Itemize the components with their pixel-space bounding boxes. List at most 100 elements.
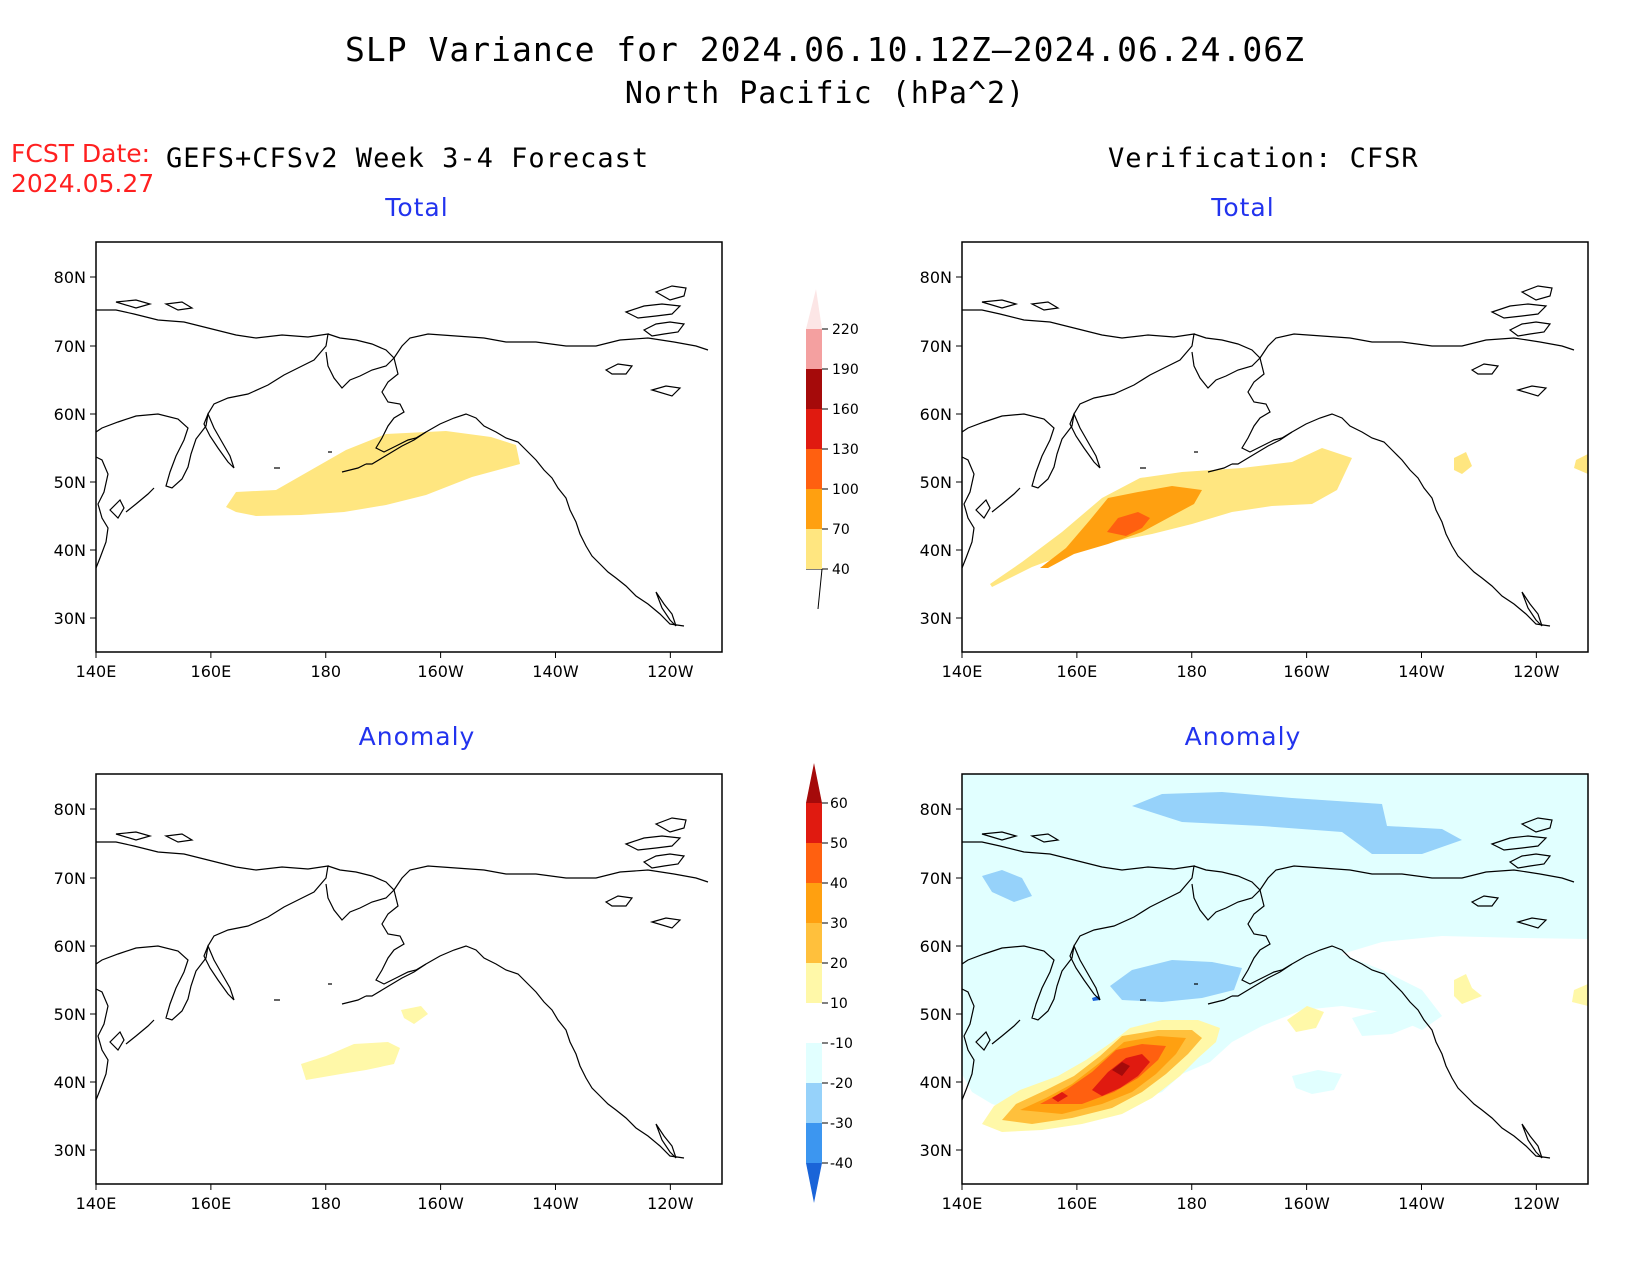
colorbar-bin — [806, 923, 822, 963]
contour-region — [1110, 960, 1242, 1002]
lat-label: 50N — [920, 1005, 952, 1024]
lon-label: 160W — [417, 1194, 464, 1213]
lon-label: 180 — [310, 1194, 341, 1213]
contour-region — [990, 448, 1352, 587]
verification-total-panel: 80N 70N 60N 50N 40N 30N 140E 160E 180 160W 140W 120… — [920, 241, 1589, 681]
forecast-date-label: FCST Date: — [11, 139, 151, 168]
lat-label: 30N — [54, 1141, 86, 1160]
verification-anomaly-title: Anomaly — [1184, 722, 1302, 751]
plot-frame — [961, 773, 1589, 1185]
lon-label: 160W — [1283, 1194, 1330, 1213]
figure-title: SLP Variance for 2024.06.10.12Z–2024.06.… — [345, 30, 1305, 69]
lon-label: 140W — [532, 1194, 579, 1213]
colorbar-bin — [806, 369, 822, 409]
contour-region — [1572, 984, 1588, 1006]
colorbar-bin — [806, 409, 822, 449]
colorbar-bin — [806, 1083, 822, 1123]
colorbar-label: 220 — [832, 322, 859, 338]
lon-label: 160E — [1057, 1194, 1098, 1213]
lon-label: 160E — [191, 662, 232, 681]
forecast-total-panel: 80N 70N 60N 50N 40N 30N 140E 160E 180 160W 140W 120… — [54, 241, 723, 681]
lon-label: 120W — [647, 662, 694, 681]
contour-region — [1454, 974, 1482, 1004]
contour-region — [1107, 512, 1150, 536]
lon-label: 160E — [1057, 662, 1098, 681]
colorbar-label: -20 — [830, 1076, 853, 1092]
lon-label: 120W — [647, 1194, 694, 1213]
lat-label: 40N — [920, 1073, 952, 1092]
lat-label: 60N — [54, 405, 86, 424]
lon-label: 160W — [417, 662, 464, 681]
lat-label: 50N — [54, 1005, 86, 1024]
verification-total-title: Total — [1211, 193, 1275, 222]
lat-label: 50N — [920, 473, 952, 492]
colorbar-bin — [806, 489, 822, 529]
contour-region — [226, 431, 520, 516]
plot-frame — [95, 773, 723, 1185]
lat-label: 40N — [54, 1073, 86, 1092]
colorbar-bin — [806, 1123, 822, 1163]
lon-label: 140E — [76, 662, 117, 681]
total-colorbar: 40 70 100 130 160 190 220 — [806, 289, 859, 610]
colorbar-label: 10 — [830, 996, 848, 1012]
colorbar-bin — [806, 883, 822, 923]
lat-label: 80N — [54, 800, 86, 819]
lon-label: 180 — [1176, 662, 1207, 681]
colorbar-bin — [806, 1043, 822, 1083]
colorbar-label: 70 — [832, 522, 850, 538]
lon-label: 160E — [191, 1194, 232, 1213]
contour-region — [962, 1066, 1402, 1184]
lon-label: 140E — [942, 662, 983, 681]
forecast-anomaly-title: Anomaly — [358, 722, 476, 751]
lat-label: 30N — [54, 609, 86, 628]
lon-label: 180 — [1176, 1194, 1207, 1213]
contour-region — [1132, 792, 1462, 854]
lon-label: 160W — [1283, 662, 1330, 681]
colorbar-bin — [806, 803, 822, 843]
lon-label: 140W — [1398, 1194, 1445, 1213]
colorbar-label: 190 — [832, 362, 859, 378]
forecast-column-heading: GEFS+CFSv2 Week 3-4 Forecast — [166, 143, 650, 174]
colorbar-label: -40 — [830, 1156, 853, 1172]
plot-frame — [961, 241, 1589, 653]
colorbar-bin — [806, 449, 822, 489]
lat-label: 70N — [920, 869, 952, 888]
verification-column-heading: Verification: CFSR — [1108, 143, 1419, 174]
forecast-date-value: 2024.05.27 — [11, 169, 155, 198]
colorbar-label: 100 — [832, 482, 859, 498]
colorbar-label: 60 — [830, 796, 848, 812]
lat-label: 80N — [920, 800, 952, 819]
contour-region — [1287, 1006, 1324, 1032]
colorbar-label: -10 — [830, 1036, 853, 1052]
colorbar-label: 40 — [832, 562, 850, 578]
colorbar-bin — [806, 329, 822, 369]
contour-region — [1112, 1062, 1130, 1076]
lon-label: 120W — [1513, 662, 1560, 681]
verification-anomaly-panel: 80N 70N 60N 50N 40N 30N 140E 160E 180 160W 140W 120… — [920, 773, 1589, 1213]
lat-label: 60N — [920, 937, 952, 956]
colorbar-label: 40 — [830, 876, 848, 892]
lon-label: 140W — [1398, 662, 1445, 681]
lon-label: 120W — [1513, 1194, 1560, 1213]
contour-region — [1352, 1010, 1417, 1036]
plot-frame — [95, 241, 723, 653]
contour-region — [982, 870, 1032, 902]
forecast-date-block: FCST Date: 2024.05.27 — [11, 139, 154, 199]
lat-label: 30N — [920, 609, 952, 628]
colorbar-bin — [806, 1003, 822, 1043]
forecast-anomaly-panel: 80N 70N 60N 50N 40N 30N 140E 160E 180 160W 140W 120… — [54, 773, 723, 1213]
lat-label: 60N — [54, 937, 86, 956]
figure-subtitle: North Pacific (hPa^2) — [624, 76, 1026, 111]
contour-region — [1574, 454, 1588, 474]
lon-label: 140W — [532, 662, 579, 681]
lat-label: 80N — [54, 268, 86, 287]
lat-label: 60N — [920, 405, 952, 424]
colorbar-lower-extension — [806, 568, 823, 610]
lat-label: 70N — [54, 337, 86, 356]
colorbar-label: 130 — [832, 442, 859, 458]
contour-region — [401, 1006, 428, 1024]
contour-region — [1402, 1036, 1588, 1184]
contour-region — [1052, 1092, 1068, 1102]
contour-region — [301, 1042, 400, 1080]
colorbar-lower-extension — [806, 1163, 822, 1203]
